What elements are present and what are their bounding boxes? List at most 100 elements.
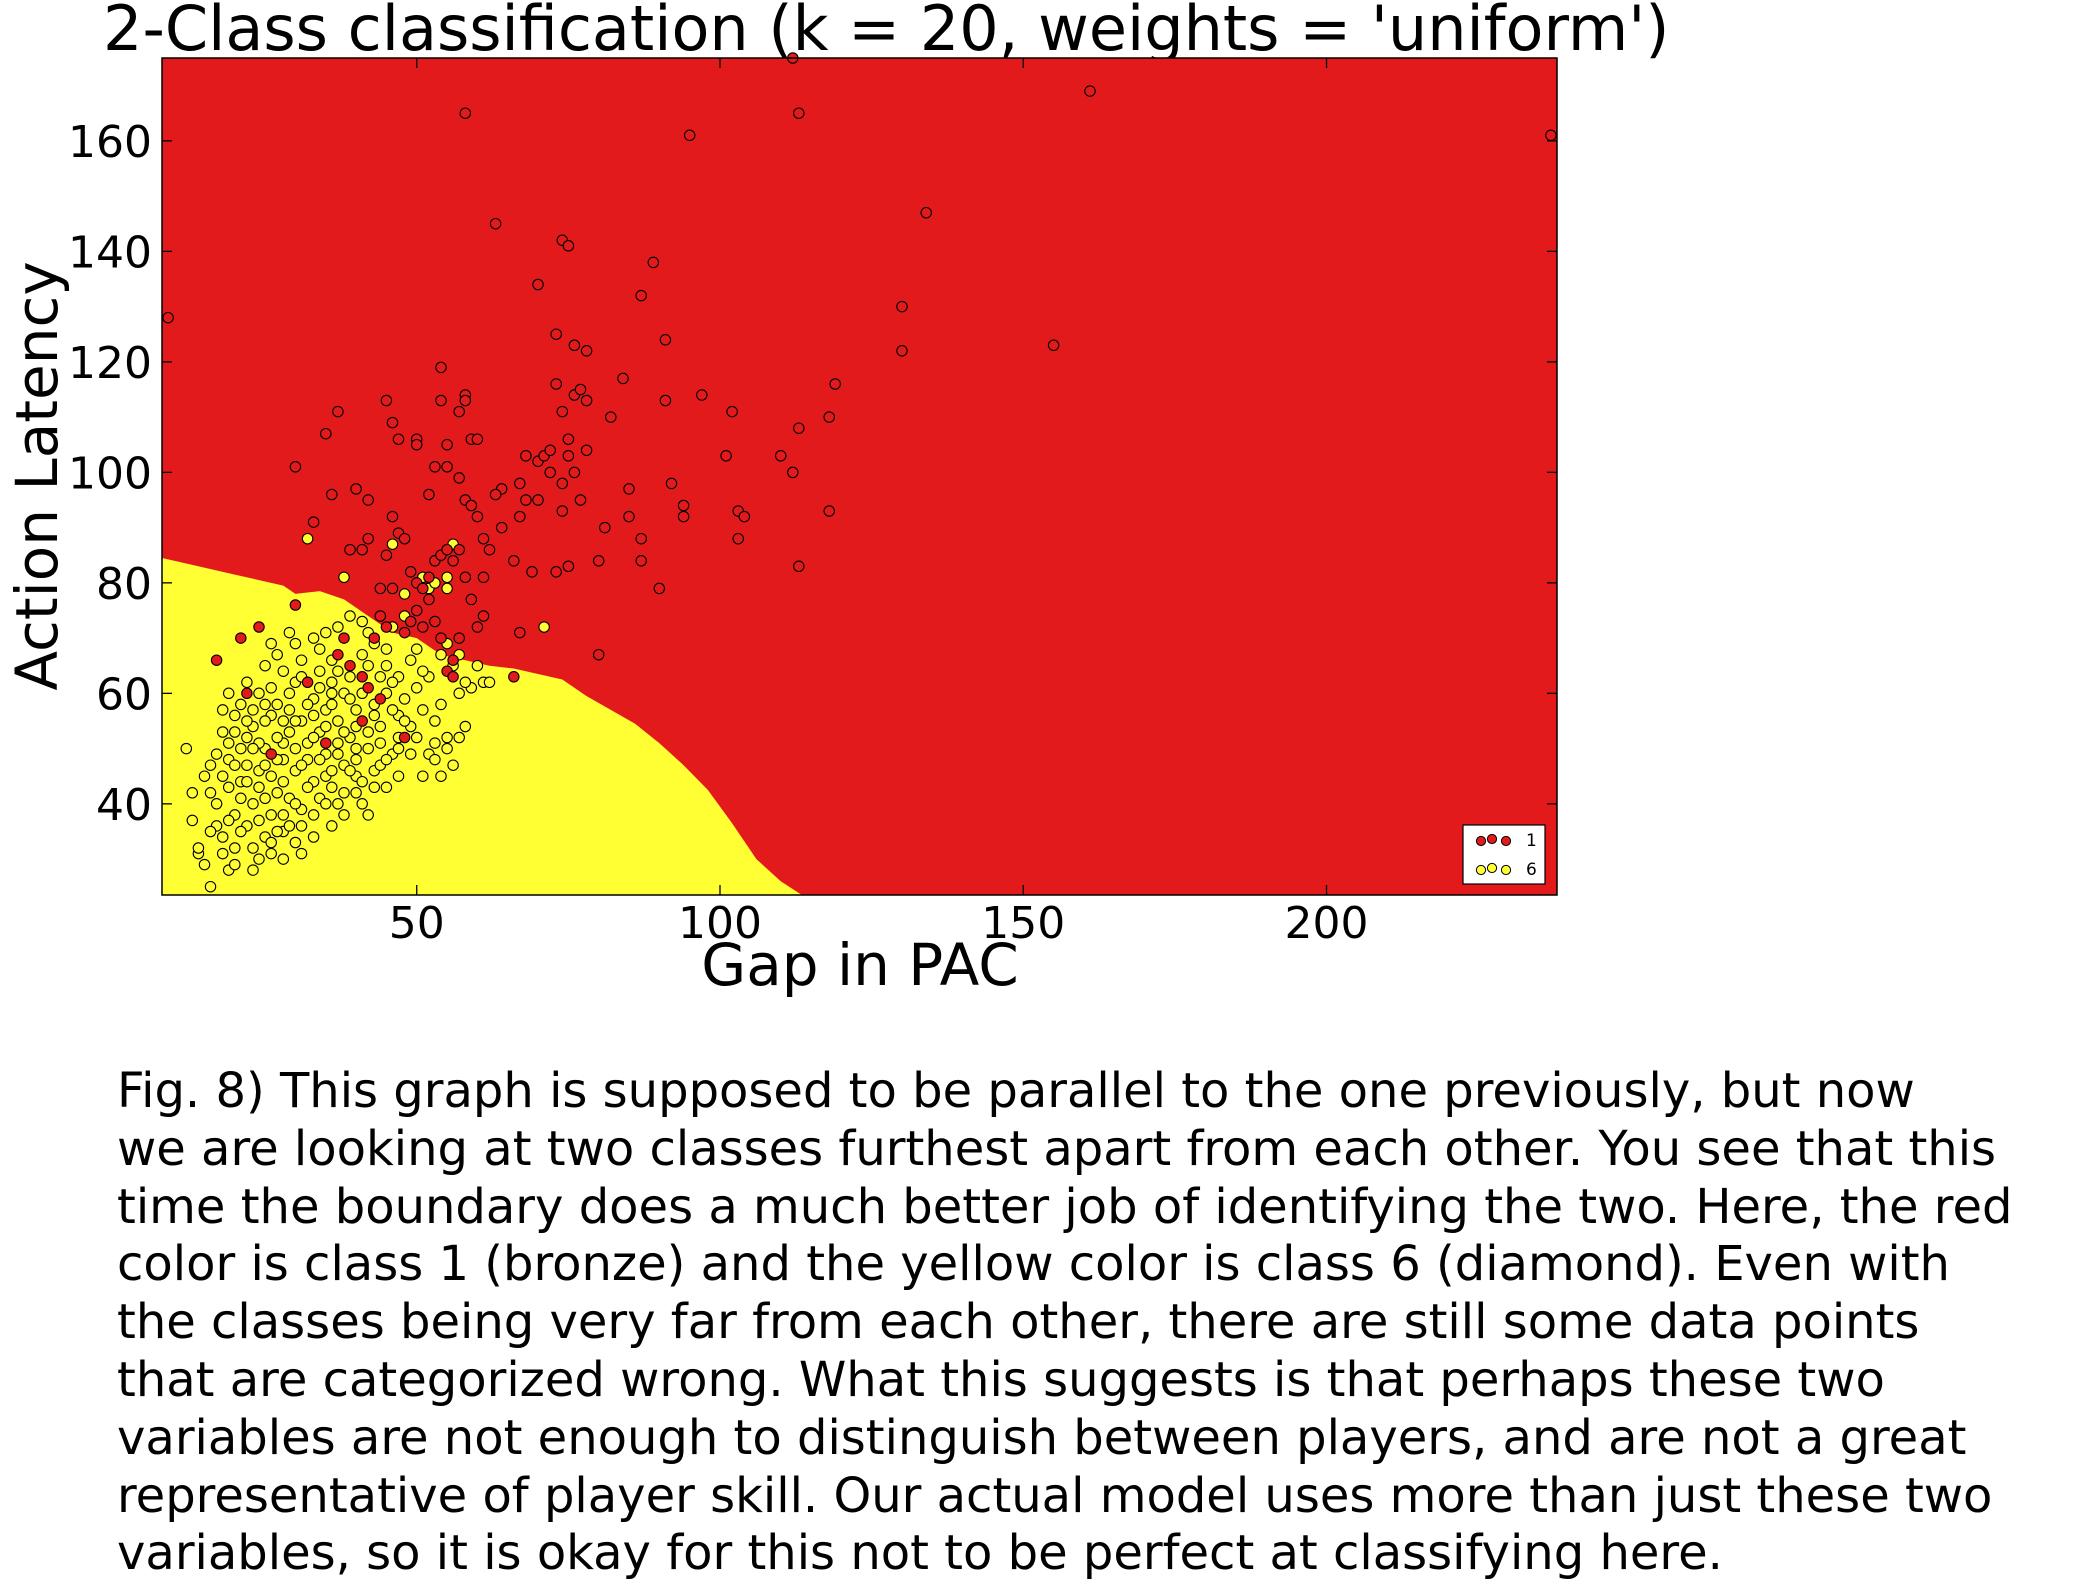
- point-class-1: [356, 671, 368, 683]
- point-class-6: [301, 698, 314, 711]
- point-class-1: [210, 654, 223, 666]
- point-class-6: [538, 621, 550, 633]
- point-class-1: [720, 450, 732, 462]
- point-class-6: [441, 582, 453, 595]
- caption-line: we are looking at two classes furthest a…: [117, 1120, 1997, 1177]
- point-class-1: [823, 411, 835, 423]
- class-6-region: [162, 558, 802, 895]
- legend-marker-class-6: [1500, 864, 1512, 876]
- point-class-1: [508, 555, 520, 567]
- points-layer: [162, 52, 1557, 893]
- point-class-1: [423, 488, 435, 501]
- point-class-6: [417, 665, 429, 677]
- point-class-1: [265, 748, 277, 760]
- figure-caption: Fig. 8) This graph is supposed to be par…: [117, 1063, 2092, 1583]
- point-class-1: [568, 339, 581, 352]
- point-class-6: [332, 621, 344, 633]
- point-class-6: [326, 820, 338, 832]
- point-class-1: [659, 394, 672, 407]
- point-class-6: [441, 742, 453, 755]
- legend: 1 6: [1462, 824, 1546, 885]
- point-class-6: [320, 626, 332, 639]
- point-class-6: [283, 704, 296, 716]
- point-class-6: [265, 836, 277, 849]
- point-class-6: [313, 753, 326, 766]
- point-class-1: [398, 731, 411, 744]
- point-class-6: [417, 704, 429, 716]
- point-class-6: [398, 693, 411, 705]
- point-class-6: [180, 742, 193, 755]
- point-class-6: [216, 831, 229, 843]
- point-class-1: [441, 438, 453, 451]
- point-class-1: [289, 599, 302, 611]
- point-class-6: [362, 809, 374, 821]
- point-class-6: [271, 648, 283, 661]
- point-class-1: [380, 621, 393, 633]
- point-class-6: [344, 764, 356, 777]
- point-class-1: [574, 494, 587, 506]
- plot-frame: [161, 57, 1558, 896]
- point-class-1: [235, 632, 247, 644]
- point-class-6: [332, 665, 344, 677]
- point-class-1: [386, 582, 399, 595]
- point-class-1: [344, 543, 356, 556]
- chart-title: 2-Class classification (k = 20, weights …: [103, 0, 1670, 65]
- point-class-6: [362, 742, 374, 755]
- point-class-6: [271, 787, 283, 799]
- point-class-1: [344, 659, 356, 672]
- point-class-6: [332, 798, 344, 810]
- point-class-1: [253, 621, 265, 633]
- point-class-6: [410, 643, 423, 655]
- point-class-6: [374, 737, 387, 749]
- point-class-1: [774, 450, 787, 462]
- point-class-6: [386, 704, 399, 716]
- x-tick-label: 50: [389, 898, 445, 949]
- point-class-1: [465, 499, 478, 512]
- point-class-1: [508, 671, 520, 683]
- point-class-1: [435, 632, 447, 644]
- point-class-1: [659, 334, 672, 346]
- axes: 50 100 150 200 40 60 80 100 120 140 160: [68, 58, 1557, 949]
- point-class-6: [471, 659, 484, 672]
- point-class-6: [429, 753, 441, 766]
- point-class-6: [216, 704, 229, 716]
- point-class-1: [896, 300, 908, 313]
- point-class-1: [362, 532, 374, 545]
- point-class-6: [259, 792, 271, 805]
- point-class-1: [380, 394, 393, 407]
- point-class-1: [635, 289, 647, 302]
- point-class-1: [429, 615, 441, 628]
- point-class-6: [320, 720, 332, 733]
- point-class-6: [271, 731, 283, 744]
- point-class-1: [410, 438, 423, 451]
- point-class-1: [301, 676, 314, 689]
- point-class-6: [259, 715, 271, 727]
- point-class-6: [204, 825, 217, 838]
- point-class-6: [362, 659, 374, 672]
- point-class-1: [568, 466, 581, 479]
- point-class-6: [235, 792, 247, 805]
- legend-marker-class-1: [1486, 833, 1498, 845]
- point-class-1: [435, 394, 447, 407]
- point-class-1: [896, 345, 908, 357]
- point-class-6: [398, 715, 411, 727]
- point-class-6: [453, 687, 465, 700]
- point-class-6: [289, 715, 302, 727]
- point-class-1: [677, 499, 690, 512]
- point-class-6: [356, 798, 368, 810]
- point-class-6: [241, 775, 253, 788]
- point-class-1: [429, 461, 441, 473]
- point-class-6: [295, 654, 308, 666]
- point-class-6: [313, 665, 326, 677]
- point-class-1: [1084, 85, 1096, 97]
- point-class-1: [162, 311, 174, 324]
- point-class-1: [580, 345, 593, 357]
- point-class-6: [283, 820, 296, 832]
- point-class-6: [326, 764, 338, 777]
- point-class-6: [253, 853, 265, 865]
- point-class-6: [362, 726, 374, 738]
- point-class-6: [326, 676, 338, 689]
- point-class-6: [410, 682, 423, 694]
- point-class-6: [380, 659, 393, 672]
- point-class-1: [823, 505, 835, 517]
